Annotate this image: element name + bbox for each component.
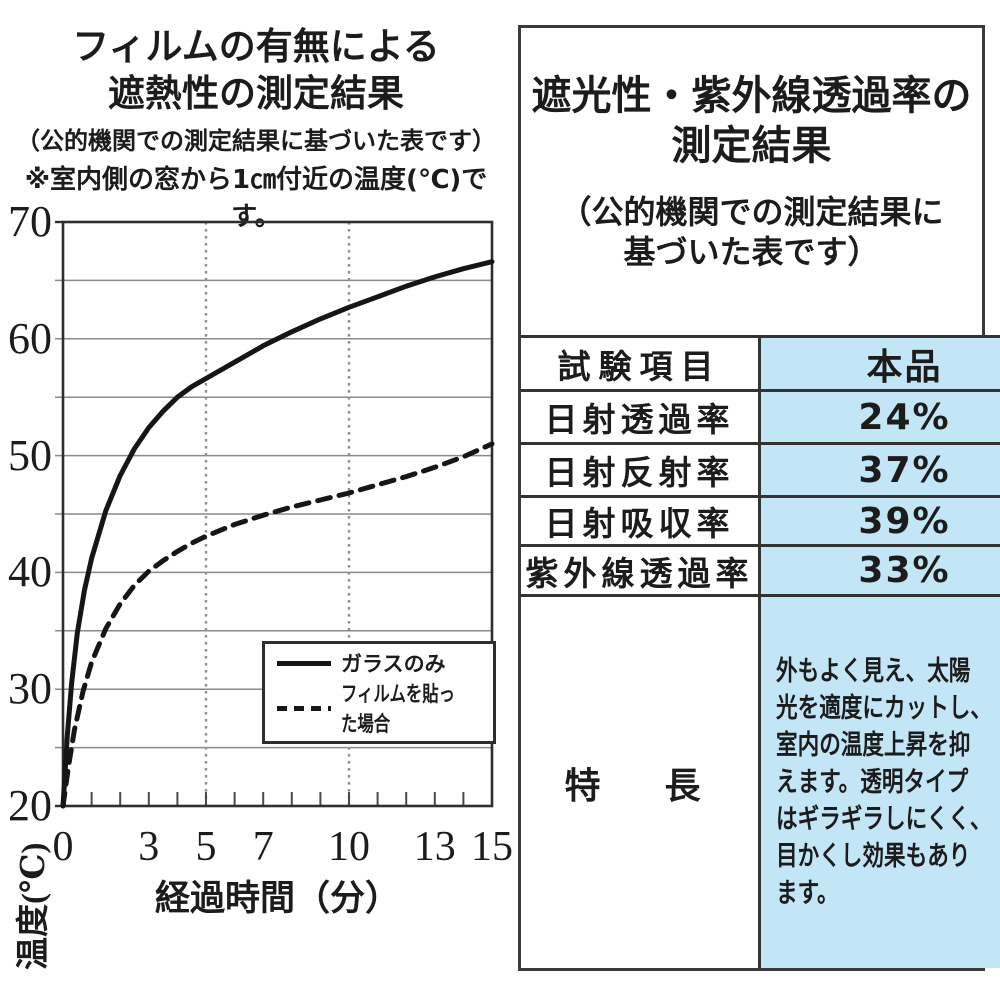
table-row-value: 33%: [758, 544, 1000, 594]
x-tick-label: 13: [413, 824, 456, 870]
x-axis-label: 経過時間（分）: [154, 879, 400, 918]
row-value-solar-reflectance: 37%: [858, 449, 951, 491]
x-tick-label: 10: [328, 824, 370, 870]
chart-subtitle: （公的機関での測定結果に基づいた表です）: [16, 127, 496, 155]
table-row-value: 24%: [758, 389, 1000, 442]
legend-label-glass-only: ガラスのみ: [341, 652, 446, 676]
table-row-label: 日射吸収率: [521, 495, 758, 544]
chart-legend: ガラスのみ フィルムを貼った場合: [262, 641, 496, 744]
y-tick-label: 70: [8, 197, 52, 246]
table-header-value-cell: 本品: [758, 335, 1000, 389]
x-tick-label: 0: [52, 824, 74, 870]
row-value-uv-transmittance: 33%: [858, 550, 951, 591]
header-test-item: 試験項目: [557, 346, 722, 386]
measurement-table: 試験項目 本品 日射透過率 24% 日射反射率 37% 日射吸収率 39%: [521, 335, 1000, 968]
row-label-uv-transmittance: 紫外線透過率: [525, 553, 754, 593]
table-row-label: 日射透過率: [521, 389, 758, 442]
x-tick-label: 5: [195, 824, 217, 870]
table-row-value: 37%: [758, 442, 1000, 495]
legend-label-with-film: フィルムを貼った場合: [341, 682, 456, 736]
legend-item-glass-only: ガラスのみ: [277, 648, 493, 678]
x-tick-label: 15: [471, 824, 513, 870]
table-header-label-cell: 試験項目: [521, 335, 758, 389]
y-tick-label: 40: [8, 547, 52, 597]
uv-measurement-panel: 遮光性・紫外線透過率の 測定結果 （公的機関での測定結果に 基づいた表です） 試…: [518, 25, 1000, 971]
x-tick-label: 7: [252, 824, 274, 870]
chart-title: フィルムの有無による 遮熱性の測定結果: [72, 25, 440, 115]
row-label-solar-absorptance: 日射吸収率: [544, 504, 735, 543]
table-row-label: 日射反射率: [521, 442, 758, 495]
legend-item-with-film: フィルムを貼った場合: [277, 678, 493, 738]
panel-subtitle: （公的機関での測定結果に 基づいた表です）: [559, 193, 944, 272]
y-axis-label: 温度(℃): [16, 842, 52, 970]
table-row-label: 紫外線透過率: [521, 544, 758, 594]
chart-note: ※室内側の窓から1㎝付近の温度(℃)です。: [24, 165, 488, 232]
row-value-solar-transmittance: 24%: [858, 396, 951, 438]
dashed-line-swatch: [277, 705, 331, 711]
feature-description: 外もよく見え、太陽 光を適度にカットし、 室内の温度上昇を抑 えます。透明タイプ…: [776, 656, 992, 909]
table-row-value: 39%: [758, 495, 1000, 544]
header-product: 本品: [866, 346, 943, 388]
solid-line-swatch: [277, 660, 331, 666]
feature-label: 特 長: [564, 765, 715, 807]
y-tick-label: 20: [8, 781, 52, 830]
row-label-solar-reflectance: 日射反射率: [544, 453, 735, 492]
row-label-solar-transmittance: 日射透過率: [544, 400, 735, 439]
y-tick-label: 30: [8, 664, 52, 714]
y-tick-label: 60: [8, 313, 52, 363]
panel-title: 遮光性・紫外線透過率の 測定結果: [531, 73, 972, 170]
feature-label-cell: 特 長: [521, 594, 758, 968]
y-tick-label: 50: [8, 430, 52, 480]
feature-value-cell: 外もよく見え、太陽 光を適度にカットし、 室内の温度上昇を抑 えます。透明タイプ…: [758, 594, 1000, 968]
row-value-solar-absorptance: 39%: [858, 500, 951, 542]
x-tick-label: 3: [138, 824, 160, 870]
